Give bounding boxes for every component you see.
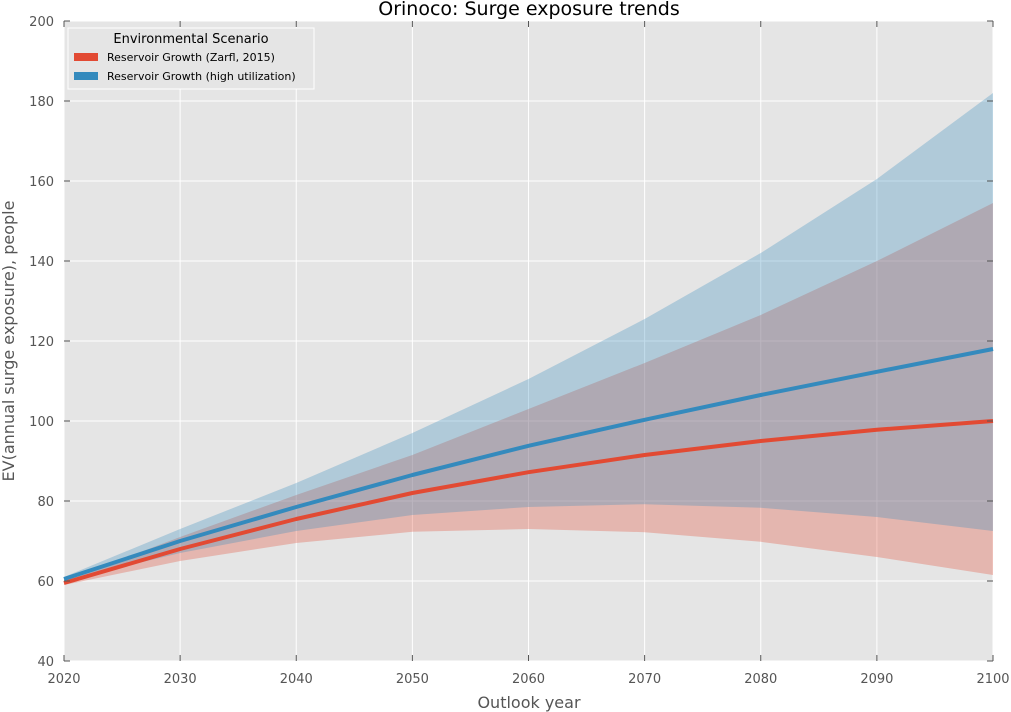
- x-axis-ticks: 2020 2030 2040 2050 2060 2070 2080 2090 2100: [47, 21, 1010, 687]
- y-tick-label-180: 180: [29, 95, 54, 110]
- line-series-0: [63, 419, 994, 585]
- band-series-0: [64, 203, 993, 585]
- band-series-1: [64, 93, 993, 581]
- y-axis-label: EV(annual surge exposure), people: [0, 201, 18, 482]
- line-series-1: [63, 347, 994, 581]
- x-axis-label: Outlook year: [477, 693, 581, 712]
- legend-label-high-utilization: Reservoir Growth (high utilization): [107, 70, 296, 83]
- y-tick-label-160: 160: [29, 175, 54, 190]
- y-tick-label-60: 60: [37, 575, 54, 590]
- series-lines: [63, 347, 994, 585]
- y-tick-label-120: 120: [29, 335, 54, 350]
- legend: Environmental Scenario Reservoir Growth …: [67, 27, 315, 90]
- legend-swatch-high-utilization: [74, 72, 98, 80]
- y-axis-ticks: 40 60 80 100 120 140 160 180 200: [29, 15, 993, 670]
- x-tick-label-2020: 2020: [47, 672, 80, 687]
- y-tick-label-140: 140: [29, 255, 54, 270]
- legend-label-zarfl: Reservoir Growth (Zarfl, 2015): [107, 51, 275, 64]
- chart-title: Orinoco: Surge exposure trends: [378, 0, 679, 20]
- x-tick-label-2050: 2050: [396, 672, 429, 687]
- y-tick-label-100: 100: [29, 415, 54, 430]
- legend-swatch-zarfl: [74, 53, 98, 61]
- legend-title: Environmental Scenario: [113, 32, 268, 47]
- confidence-bands: [64, 93, 993, 585]
- x-tick-label-2030: 2030: [164, 672, 197, 687]
- y-tick-label-200: 200: [29, 15, 54, 30]
- x-tick-label-2080: 2080: [744, 672, 777, 687]
- legend-box: [67, 27, 315, 90]
- x-tick-label-2090: 2090: [860, 672, 893, 687]
- x-tick-label-2060: 2060: [512, 672, 545, 687]
- x-tick-label-2040: 2040: [280, 672, 313, 687]
- x-tick-label-2100: 2100: [976, 672, 1009, 687]
- y-tick-label-80: 80: [37, 495, 54, 510]
- y-tick-label-40: 40: [37, 655, 54, 670]
- x-tick-label-2070: 2070: [628, 672, 661, 687]
